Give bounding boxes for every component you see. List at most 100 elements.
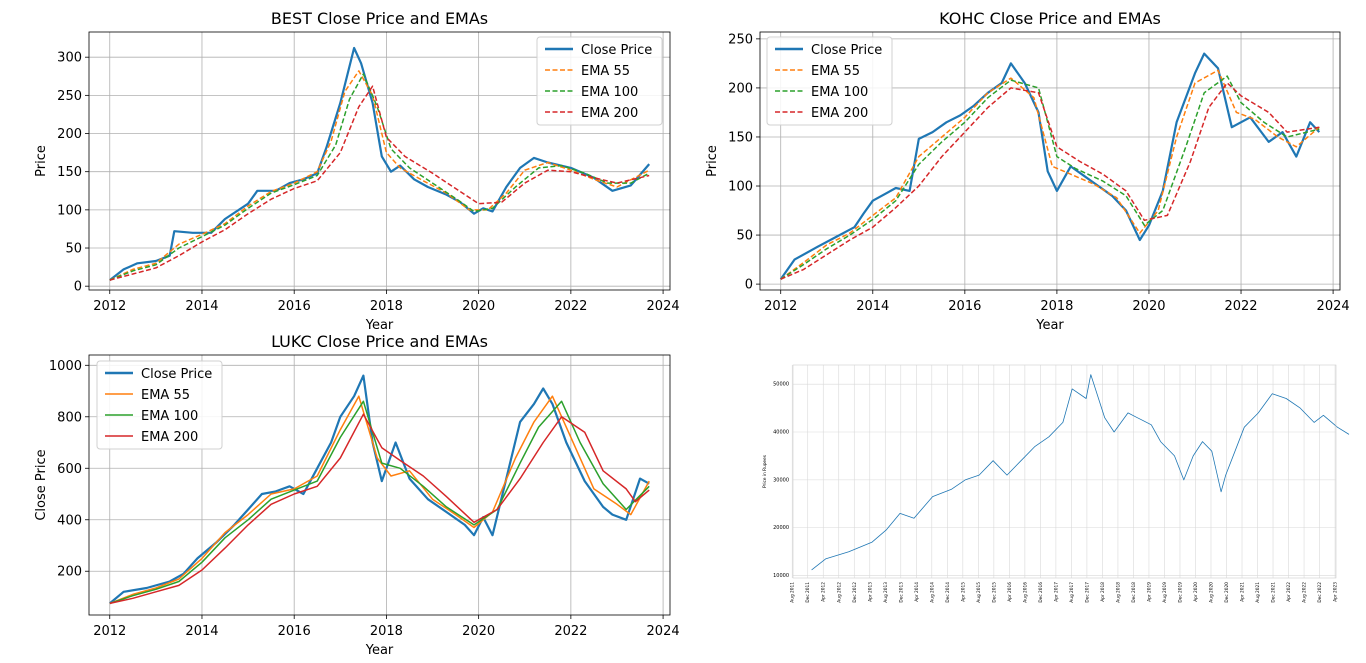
y-tick-label: 150 xyxy=(728,130,753,145)
x-tick-label: Aug 2013 xyxy=(883,582,889,603)
y-tick-label: 20000 xyxy=(773,525,789,531)
chart-title: LUKC Close Price and EMAs xyxy=(271,332,488,351)
series-line-ema-200 xyxy=(109,85,650,281)
x-tick-label: Aug 2018 xyxy=(1115,582,1121,603)
legend: Close Price EMA 55 EMA 100 EMA 200 xyxy=(766,36,893,126)
chart-2: 2012 2014 2016 2018 2020 2022 2024 0 50 100 150 200… xyxy=(705,9,1350,333)
series-line-close-price xyxy=(109,46,651,281)
y-tick-label: 600 xyxy=(57,462,82,477)
y-tick-label: 300 xyxy=(57,51,82,66)
y-tick-label: 200 xyxy=(57,127,82,142)
y-tick-label: 50 xyxy=(736,229,753,244)
x-tick-label: Apr 2021 xyxy=(1240,582,1246,602)
y-tick-label: 100 xyxy=(728,180,753,195)
x-tick-label: 2016 xyxy=(278,624,311,639)
x-tick-label: Dec 2012 xyxy=(852,582,858,603)
y-tick-label: 100 xyxy=(57,203,82,218)
x-tick-label: Dec 2015 xyxy=(991,582,997,603)
x-tick-label: 2018 xyxy=(370,299,403,314)
legend-label: Close Price xyxy=(141,367,212,382)
x-tick-label: Apr 2022 xyxy=(1286,582,1292,602)
chart-title: BEST Close Price and EMAs xyxy=(271,9,488,28)
y-axis-label: Close Price xyxy=(34,449,49,520)
x-tick-label: Aug 2014 xyxy=(929,582,935,603)
x-tick-label: Apr 2014 xyxy=(914,582,920,602)
x-tick-label: Aug 2019 xyxy=(1162,582,1168,603)
x-axis-label: Year xyxy=(1035,318,1064,333)
x-tick-label: Aug 2021 xyxy=(1255,582,1261,603)
y-tick-label: 200 xyxy=(728,81,753,96)
x-tick-label: Dec 2011 xyxy=(805,582,811,603)
legend-label: EMA 200 xyxy=(141,430,198,445)
legend-label: EMA 100 xyxy=(141,409,198,424)
y-tick-label: 40000 xyxy=(773,430,789,436)
y-tick-label: 10000 xyxy=(773,573,789,579)
series-line-ema-100 xyxy=(109,73,650,281)
series-line-ema-200 xyxy=(780,82,1320,280)
x-tick-label: Aug 2017 xyxy=(1069,582,1075,603)
x-tick-label: 2020 xyxy=(462,624,495,639)
series-line-ema-100 xyxy=(109,400,650,605)
x-tick-label: 2018 xyxy=(1040,299,1073,314)
x-tick-label: Aug 2016 xyxy=(1022,582,1028,603)
legend: Close Price EMA 55 EMA 100 EMA 200 xyxy=(536,36,663,126)
x-tick-label: 2020 xyxy=(462,299,495,314)
x-tick-label: Aug 2022 xyxy=(1302,582,1308,603)
y-tick-label: 250 xyxy=(728,32,753,47)
y-tick-label: 800 xyxy=(57,410,82,425)
chart-3: 2012 2014 2016 2018 2020 2022 2024 200 400 600 800… xyxy=(34,332,680,658)
x-tick-label: Dec 2019 xyxy=(1177,582,1183,603)
x-tick-label: 2012 xyxy=(764,299,797,314)
legend-box xyxy=(766,36,893,126)
y-tick-label: 50000 xyxy=(773,382,789,388)
y-tick-label: 1000 xyxy=(49,359,82,374)
chart-4: Aug 2011 Dec 2011 Apr 2012 Aug 2012 Dec 2012… xyxy=(762,364,1350,603)
x-tick-label: 2018 xyxy=(370,624,403,639)
y-tick-label: 50 xyxy=(65,242,82,257)
axes-frame xyxy=(88,354,671,616)
x-tick-label: 2022 xyxy=(554,299,587,314)
x-tick-label: 2012 xyxy=(93,624,126,639)
x-tick-label: Dec 2017 xyxy=(1084,582,1090,603)
chart-title: KOHC Close Price and EMAs xyxy=(939,9,1161,28)
legend-label: Close Price xyxy=(811,43,882,58)
series-line-ema-55 xyxy=(109,395,650,605)
series-line-close-price xyxy=(109,374,650,605)
series-line-ema-200 xyxy=(109,413,650,605)
x-tick-label: Dec 2022 xyxy=(1317,582,1323,603)
x-tick-label: Dec 2018 xyxy=(1131,582,1137,603)
x-tick-label: 2022 xyxy=(554,624,587,639)
legend-label: EMA 55 xyxy=(811,64,860,79)
x-tick-label: Aug 2020 xyxy=(1208,582,1214,603)
x-tick-label: 2024 xyxy=(647,299,680,314)
y-tick-label: 150 xyxy=(57,165,82,180)
series-line-price xyxy=(811,374,1350,571)
legend-label: EMA 100 xyxy=(581,85,638,100)
x-tick-label: Apr 2015 xyxy=(960,582,966,602)
x-tick-label: 2016 xyxy=(948,299,981,314)
x-tick-label: 2014 xyxy=(856,299,889,314)
x-tick-label: Apr 2016 xyxy=(1007,582,1013,602)
axes-frame xyxy=(792,364,1337,579)
legend-label: EMA 55 xyxy=(141,388,190,403)
legend-box xyxy=(536,36,663,126)
x-axis-label: Year xyxy=(365,643,394,658)
x-tick-label: Apr 2020 xyxy=(1193,582,1199,602)
legend-box xyxy=(96,360,223,450)
legend-label: EMA 200 xyxy=(581,106,638,121)
legend: Close Price EMA 55 EMA 100 EMA 200 xyxy=(96,360,223,450)
series-line-close-price xyxy=(779,52,1321,280)
axes-frame xyxy=(88,31,671,291)
y-tick-label: 0 xyxy=(74,280,82,295)
legend-label: EMA 100 xyxy=(811,85,868,100)
axes-frame xyxy=(759,31,1341,291)
x-tick-label: 2020 xyxy=(1132,299,1165,314)
x-tick-label: 2024 xyxy=(1317,299,1350,314)
y-tick-label: 250 xyxy=(57,89,82,104)
y-tick-label: 400 xyxy=(57,513,82,528)
x-axis-label: Year xyxy=(365,318,394,333)
x-tick-label: Aug 2015 xyxy=(976,582,982,603)
x-tick-label: Aug 2011 xyxy=(790,582,796,603)
y-axis-label: Price xyxy=(705,145,720,177)
